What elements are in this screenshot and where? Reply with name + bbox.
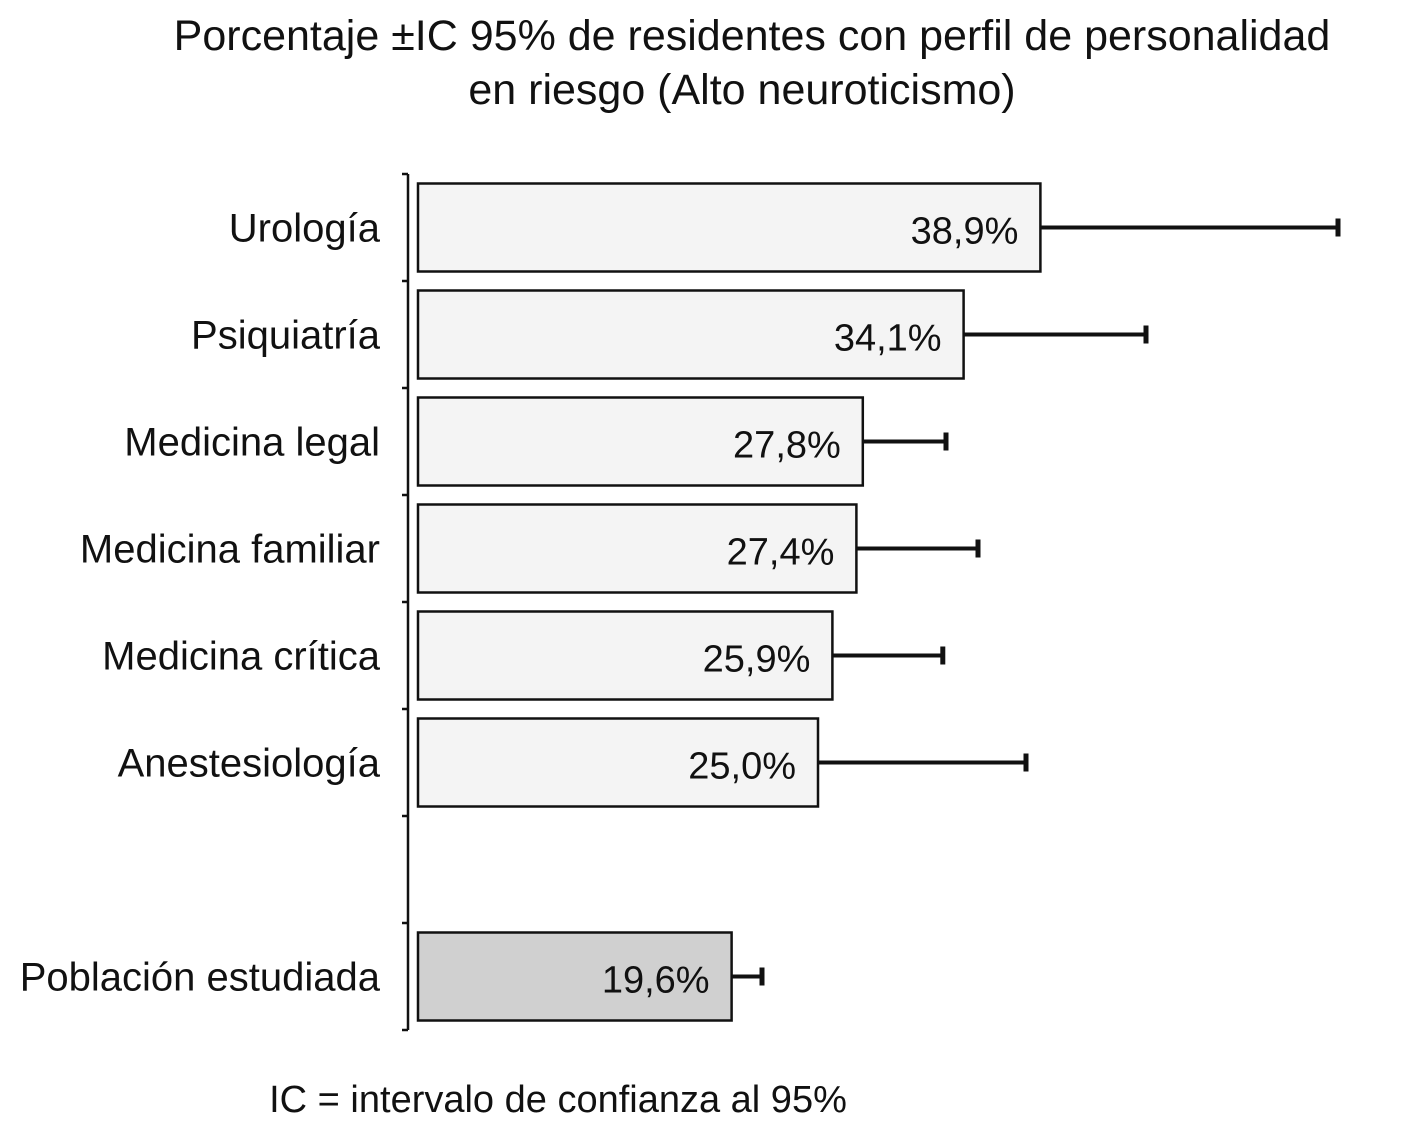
category-label-medicina-familiar: Medicina familiar	[80, 528, 380, 572]
chart-title-line-1: Porcentaje ±IC 95% de residentes con per…	[174, 12, 1331, 60]
value-label-medicina-critica: 25,9%	[703, 639, 811, 681]
category-label-urologia: Urología	[229, 207, 381, 251]
chart-title-line-2: en riesgo (Alto neuroticismo)	[468, 66, 1015, 114]
category-label-psiquiatria: Psiquiatría	[191, 314, 381, 358]
footnote: IC = intervalo de confianza al 95%	[269, 1079, 847, 1121]
category-label-medicina-legal: Medicina legal	[124, 421, 380, 465]
bars	[416, 182, 1042, 1022]
labels: Urología 38,9% Psiquiatría 34,1% Medicina le…	[20, 207, 1019, 1002]
value-label-medicina-legal: 27,8%	[733, 425, 841, 467]
y-axis	[402, 172, 410, 1032]
bar-medicina-critica	[416, 610, 834, 701]
value-label-urologia: 38,9%	[911, 211, 1019, 253]
bar-medicina-legal	[416, 396, 865, 487]
value-label-psiquiatria: 34,1%	[834, 318, 942, 360]
value-label-anestesiologia: 25,0%	[688, 746, 796, 788]
category-label-anestesiologia: Anestesiología	[118, 742, 381, 786]
chart-title: Porcentaje ±IC 95% de residentes con per…	[174, 12, 1331, 114]
bar-medicina-familiar	[416, 503, 858, 594]
error-bars	[731, 218, 1341, 986]
value-label-poblacion-estudiada: 19,6%	[602, 960, 710, 1002]
bar-psiquiatria	[416, 289, 965, 380]
category-label-medicina-critica: Medicina crítica	[102, 635, 381, 679]
bar-anestesiologia	[416, 717, 820, 808]
bar-poblacion-estudiada	[416, 931, 733, 1022]
category-label-poblacion-estudiada: Población estudiada	[20, 956, 381, 1000]
value-label-medicina-familiar: 27,4%	[727, 532, 835, 574]
